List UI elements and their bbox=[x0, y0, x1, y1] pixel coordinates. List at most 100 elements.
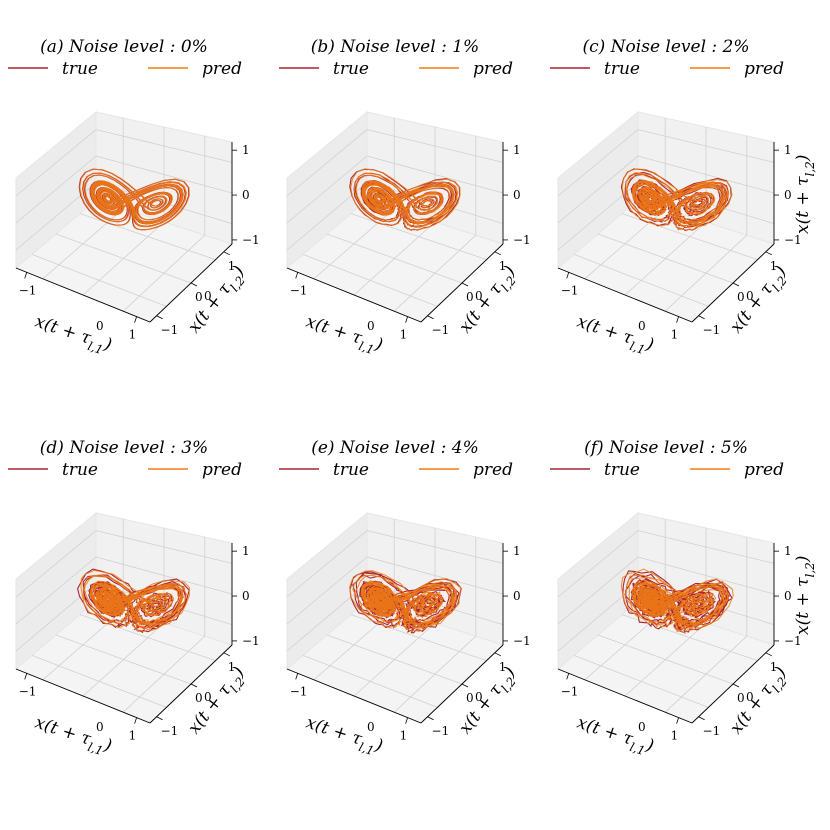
subplot-title: (b) Noise level : 1% bbox=[311, 37, 479, 57]
x-tick-label: 1 bbox=[129, 729, 137, 743]
z-tick-label: −1 bbox=[242, 233, 260, 247]
y-axis-label-sup: 0 bbox=[204, 289, 212, 303]
x-tick-label: −1 bbox=[19, 283, 37, 297]
x-tick-label: 1 bbox=[671, 328, 679, 342]
z-tick-label: 1 bbox=[242, 544, 250, 558]
y-tick-label: 0 bbox=[466, 691, 474, 705]
z-tick-label: 0 bbox=[242, 188, 250, 202]
x-axis-label-sup: 0 bbox=[367, 319, 375, 333]
grid bbox=[557, 118, 775, 312]
z-ticks: 1 0 −1 bbox=[232, 143, 260, 247]
series-pred bbox=[350, 168, 461, 231]
grid bbox=[286, 118, 504, 312]
y-ticks: −1 0 1 bbox=[427, 652, 506, 738]
y-tick-label: −1 bbox=[703, 323, 721, 337]
x-tick-label: −1 bbox=[290, 684, 308, 698]
x-ticks: −1 1 bbox=[19, 272, 137, 342]
legend-pred-label: pred bbox=[744, 59, 784, 79]
x-tick-label: 1 bbox=[400, 729, 408, 743]
legend: true pred bbox=[8, 59, 242, 79]
y-tick-label: 1 bbox=[228, 660, 236, 674]
y-axis-label-sup: 0 bbox=[475, 289, 483, 303]
y-axis-label-sup: 0 bbox=[204, 690, 212, 704]
y-tick-label: −1 bbox=[161, 323, 179, 337]
legend-true-label: true bbox=[604, 59, 640, 79]
z-tick-label: 1 bbox=[513, 143, 521, 157]
y-tick-label: 1 bbox=[228, 259, 236, 273]
y-tick-label: 1 bbox=[770, 660, 778, 674]
y-tick-label: −1 bbox=[432, 724, 450, 738]
x-tick-label: 1 bbox=[129, 328, 137, 342]
legend-pred-label: pred bbox=[473, 59, 513, 79]
legend-pred-label: pred bbox=[744, 460, 784, 480]
z-ticks: 1 0 −1 bbox=[774, 143, 802, 247]
z-tick-label: 1 bbox=[784, 143, 792, 157]
y-ticks: −1 0 1 bbox=[427, 251, 507, 337]
x-tick-label: −1 bbox=[561, 283, 579, 297]
y-axis-label-sup: 0 bbox=[746, 289, 754, 303]
y-tick-label: 0 bbox=[466, 290, 474, 304]
legend-true-label: true bbox=[333, 460, 369, 480]
grid bbox=[15, 118, 233, 312]
x-axis-label-sup: 0 bbox=[96, 319, 104, 333]
y-ticks: −1 0 1 bbox=[156, 251, 236, 337]
subplot-title: (a) Noise level : 0% bbox=[40, 37, 208, 57]
legend: true pred bbox=[279, 460, 513, 480]
x-ticks: −1 1 bbox=[561, 272, 679, 342]
y-ticks: −1 0 1 bbox=[156, 652, 236, 738]
x-ticks: −1 1 bbox=[290, 673, 408, 743]
x-axis-line bbox=[15, 267, 151, 323]
series-pred bbox=[79, 168, 190, 231]
legend: true pred bbox=[550, 59, 784, 79]
y-tick-label: 0 bbox=[737, 691, 745, 705]
x-tick-label: 1 bbox=[400, 328, 408, 342]
y-tick-label: −1 bbox=[432, 323, 450, 337]
z-tick-label: 1 bbox=[513, 544, 521, 558]
y-tick-label: −1 bbox=[161, 724, 179, 738]
x-axis-label-sup: 0 bbox=[638, 720, 646, 734]
y-tick-label: −1 bbox=[703, 724, 721, 738]
z-tick-label: 0 bbox=[784, 589, 792, 603]
z-ticks: 1 0 −1 bbox=[503, 143, 531, 247]
z-ticks: 1 0 −1 bbox=[774, 544, 802, 648]
z-tick-label: −1 bbox=[513, 634, 531, 648]
z-axis-label: x(t + τl,2) bbox=[793, 155, 817, 234]
series-pred bbox=[620, 568, 734, 634]
subplot-title: (e) Noise level : 4% bbox=[311, 438, 479, 458]
series-pred bbox=[621, 168, 733, 231]
y-tick-label: 0 bbox=[195, 290, 203, 304]
z-ticks: 1 0 −1 bbox=[232, 544, 260, 648]
legend-true-label: true bbox=[62, 460, 98, 480]
z-tick-label: 1 bbox=[784, 544, 792, 558]
x-ticks: −1 1 bbox=[290, 272, 408, 342]
x-ticks: −1 1 bbox=[19, 673, 137, 743]
x-axis-line bbox=[557, 267, 693, 323]
y-tick-label: 0 bbox=[195, 691, 203, 705]
legend: true pred bbox=[8, 460, 242, 480]
y-axis-label-sup: 0 bbox=[475, 690, 483, 704]
x-tick-label: −1 bbox=[290, 283, 308, 297]
x-axis-line bbox=[15, 668, 151, 724]
series-pred bbox=[349, 570, 462, 632]
z-axis-label: x(t + τl,2) bbox=[793, 556, 817, 635]
z-tick-label: 1 bbox=[242, 143, 250, 157]
subplot-title: (f) Noise level : 5% bbox=[584, 438, 748, 458]
z-tick-label: 0 bbox=[784, 188, 792, 202]
legend-pred-label: pred bbox=[202, 59, 242, 79]
z-tick-label: −1 bbox=[784, 233, 802, 247]
x-ticks: −1 1 bbox=[561, 673, 679, 743]
z-ticks: 1 0 −1 bbox=[503, 544, 531, 648]
legend-pred-label: pred bbox=[202, 460, 242, 480]
y-tick-label: 0 bbox=[737, 290, 745, 304]
x-axis-label-sup: 0 bbox=[367, 720, 375, 734]
y-ticks: −1 0 1 bbox=[698, 251, 777, 337]
x-axis-label-sup: 0 bbox=[96, 720, 104, 734]
y-tick-label: 1 bbox=[499, 259, 507, 273]
z-tick-label: 0 bbox=[513, 589, 521, 603]
x-axis-line bbox=[286, 668, 422, 724]
z-tick-label: −1 bbox=[242, 634, 260, 648]
z-tick-label: 0 bbox=[242, 589, 250, 603]
